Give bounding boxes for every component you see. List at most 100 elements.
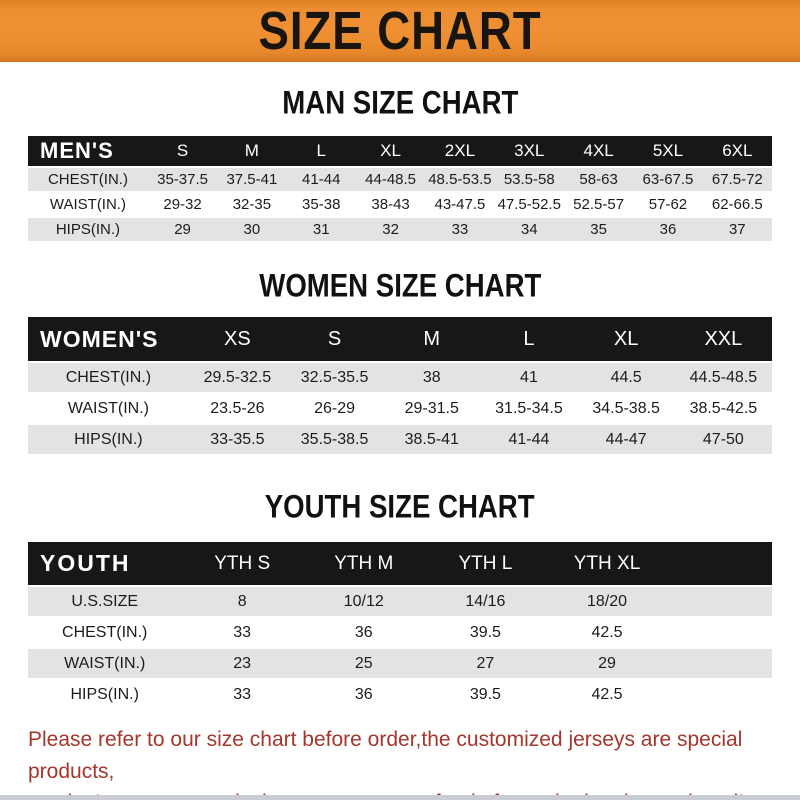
women-column-header-l: L [480,317,578,361]
women-cell-hips-in-xl: 44-47 [577,425,675,454]
youth-cell-u-s-size-yth-l: 14/16 [424,587,547,616]
men-column-header-m: M [217,136,287,166]
women-cell-chest-in-l: 41 [480,363,578,392]
men-cell-waist-in-s: 29-32 [147,193,218,216]
women-cell-waist-in-xl: 34.5-38.5 [577,394,675,423]
youth-section-heading-text: YOUTH SIZE CHART [265,489,535,526]
men-row-label-waist-in: WAIST(IN.) [28,193,148,216]
men-row-label-chest-in: CHEST(IN.) [28,168,148,191]
women-cell-waist-in-xs: 23.5-26 [188,394,286,423]
men-cell-chest-in-s: 35-37.5 [147,168,218,191]
youth-cell-hips-in-yth-s: 33 [181,680,303,709]
women-cell-hips-in-m: 38.5-41 [383,425,481,454]
men-column-header-5xl: 5XL [633,136,703,166]
youth-row-label-waist-in: WAIST(IN.) [28,649,182,678]
youth-row-waist-in: WAIST(IN.) 23 25 27 29 [28,649,772,678]
women-row-hips-in: HIPS(IN.) 33-35.5 35.5-38.5 38.5-41 41-44 44-… [28,425,772,454]
size-chart-banner: SIZE CHART [0,0,800,62]
women-cell-chest-in-s: 32.5-35.5 [285,363,384,392]
women-row-label-chest-in: CHEST(IN.) [28,363,189,392]
women-size-table: WOMEN'S XS S M L XL XXL CHEST(IN.) 29.5-32.5 32.5… [28,315,772,456]
youth-table-title: YOUTH [28,542,182,585]
youth-column-header-yth-xl: YTH XL [546,542,668,585]
women-column-header-xxl: XXL [674,317,772,361]
women-cell-chest-in-xs: 29.5-32.5 [188,363,286,392]
men-cell-chest-in-3xl: 53.5-58 [494,168,564,191]
man-section-heading-text: MAN SIZE CHART [281,85,519,122]
women-row-chest-in: CHEST(IN.) 29.5-32.5 32.5-35.5 38 41 44.5 44.5… [28,363,772,392]
women-cell-chest-in-m: 38 [383,363,481,392]
men-cell-waist-in-2xl: 43-47.5 [425,193,495,216]
men-cell-chest-in-xl: 44-48.5 [355,168,426,191]
men-row-hips-in: HIPS(IN.) 29 30 31 32 33 34 35 36 37 [28,218,772,241]
women-section-heading-text: WOMEN SIZE CHART [258,268,542,305]
youth-spacer-cell [667,649,772,678]
man-table-wrapper: MEN'S S M L XL 2XL 3XL 4XL 5XL 6XL CHEST(IN.) 35-37… [0,134,800,243]
youth-cell-waist-in-yth-xl: 29 [546,649,668,678]
man-section-heading: MAN SIZE CHART [0,85,800,122]
youth-cell-hips-in-yth-xl: 42.5 [546,680,668,709]
women-cell-waist-in-m: 29-31.5 [383,394,481,423]
men-cell-chest-in-l: 41-44 [286,168,356,191]
men-column-header-l: L [286,136,356,166]
men-cell-chest-in-5xl: 63-67.5 [633,168,703,191]
men-cell-hips-in-m: 30 [217,218,287,241]
youth-column-header-yth-m: YTH M [302,542,425,585]
page-title: SIZE CHART [258,1,542,61]
women-column-header-s: S [285,317,384,361]
women-cell-chest-in-xl: 44.5 [577,363,675,392]
women-column-header-m: M [383,317,481,361]
youth-table-wrapper: YOUTH YTH S YTH M YTH L YTH XL U.S.SIZE 8 10/12… [0,540,800,711]
youth-spacer-column [667,542,772,585]
women-row-label-hips-in: HIPS(IN.) [28,425,189,454]
men-cell-hips-in-l: 31 [286,218,356,241]
youth-cell-hips-in-yth-m: 36 [302,680,425,709]
men-cell-waist-in-6xl: 62-66.5 [702,193,772,216]
women-cell-hips-in-xs: 33-35.5 [188,425,286,454]
youth-size-table: YOUTH YTH S YTH M YTH L YTH XL U.S.SIZE 8 10/12… [28,540,772,711]
men-cell-waist-in-l: 35-38 [286,193,356,216]
youth-cell-chest-in-yth-l: 39.5 [424,618,547,647]
men-cell-waist-in-m: 32-35 [217,193,287,216]
women-table-title: WOMEN'S [28,317,189,361]
women-table-wrapper: WOMEN'S XS S M L XL XXL CHEST(IN.) 29.5-32.5 32.5… [0,315,800,456]
youth-spacer-cell [667,587,772,616]
youth-cell-u-s-size-yth-s: 8 [181,587,303,616]
youth-cell-waist-in-yth-m: 25 [302,649,425,678]
youth-row-label-u-s-size: U.S.SIZE [28,587,182,616]
youth-cell-waist-in-yth-l: 27 [424,649,547,678]
youth-row-u-s-size: U.S.SIZE 8 10/12 14/16 18/20 [28,587,772,616]
disclaimer-line-1: Please refer to our size chart before or… [28,728,743,783]
youth-cell-u-s-size-yth-xl: 18/20 [546,587,668,616]
youth-cell-chest-in-yth-s: 33 [181,618,303,647]
women-cell-hips-in-xxl: 47-50 [674,425,772,454]
men-cell-hips-in-5xl: 36 [633,218,703,241]
men-column-header-s: S [147,136,218,166]
men-column-header-xl: XL [355,136,426,166]
men-column-header-4xl: 4XL [563,136,634,166]
youth-cell-waist-in-yth-s: 23 [181,649,303,678]
youth-cell-u-s-size-yth-m: 10/12 [302,587,425,616]
men-row-waist-in: WAIST(IN.) 29-32 32-35 35-38 38-43 43-47.5 47.… [28,193,772,216]
men-cell-hips-in-s: 29 [147,218,218,241]
women-header-row: WOMEN'S XS S M L XL XXL [28,317,772,361]
women-column-header-xl: XL [577,317,675,361]
youth-spacer-cell [667,618,772,647]
men-row-chest-in: CHEST(IN.) 35-37.5 37.5-41 41-44 44-48.5 48.5… [28,168,772,191]
men-cell-chest-in-6xl: 67.5-72 [702,168,772,191]
women-cell-chest-in-xxl: 44.5-48.5 [674,363,772,392]
men-cell-waist-in-5xl: 57-62 [633,193,703,216]
men-cell-waist-in-4xl: 52.5-57 [563,193,634,216]
men-size-table: MEN'S S M L XL 2XL 3XL 4XL 5XL 6XL CHEST(IN.) 35-37… [28,134,772,243]
youth-cell-chest-in-yth-xl: 42.5 [546,618,668,647]
men-cell-hips-in-xl: 32 [355,218,426,241]
youth-column-header-yth-s: YTH S [181,542,303,585]
bottom-edge-strip [0,795,800,800]
men-column-header-3xl: 3XL [494,136,564,166]
youth-spacer-cell [667,680,772,709]
women-cell-waist-in-l: 31.5-34.5 [480,394,578,423]
youth-row-hips-in: HIPS(IN.) 33 36 39.5 42.5 [28,680,772,709]
youth-row-chest-in: CHEST(IN.) 33 36 39.5 42.5 [28,618,772,647]
youth-column-header-yth-l: YTH L [424,542,547,585]
men-header-row: MEN'S S M L XL 2XL 3XL 4XL 5XL 6XL [28,136,772,166]
